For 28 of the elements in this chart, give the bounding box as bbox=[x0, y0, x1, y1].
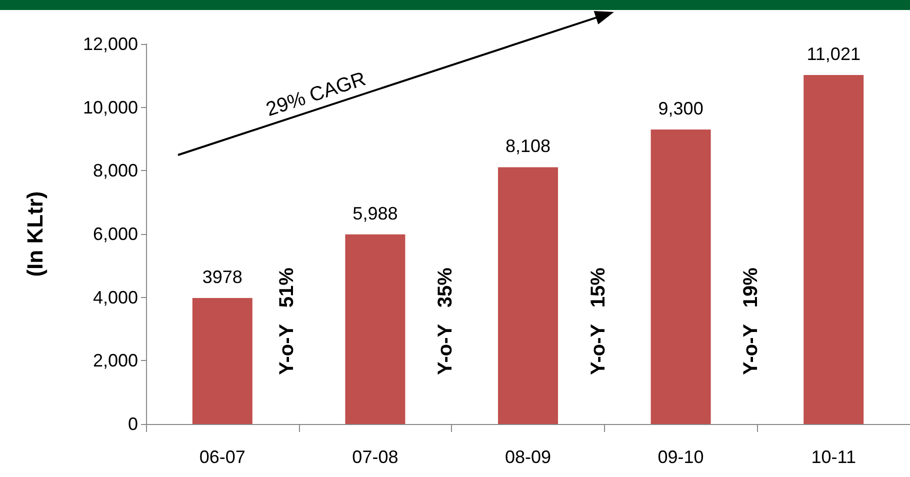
annotation: Y-o-Y 51% bbox=[276, 267, 298, 375]
data-label: 8,108 bbox=[505, 136, 551, 156]
x-tick-label: 07-08 bbox=[352, 447, 398, 467]
x-tick-label: 09-10 bbox=[658, 447, 704, 467]
annotation: Y-o-Y 15% bbox=[587, 267, 610, 375]
y-tick-label: 8,000 bbox=[92, 160, 138, 181]
annotation: 29% CAGR bbox=[264, 68, 369, 121]
y-tick-label: 4,000 bbox=[92, 287, 138, 308]
bar bbox=[192, 298, 252, 424]
bar bbox=[345, 234, 406, 424]
data-label: 9,300 bbox=[658, 98, 704, 118]
data-label: 11,021 bbox=[806, 44, 860, 64]
data-label: 3978 bbox=[202, 267, 242, 288]
x-tick-label: 06-07 bbox=[199, 447, 246, 467]
y-tick-label: 0 bbox=[128, 414, 138, 434]
annotation: Y-o-Y 35% bbox=[434, 267, 457, 375]
data-label: 5,988 bbox=[352, 203, 398, 224]
bar bbox=[650, 130, 711, 424]
x-tick-label: 08-09 bbox=[504, 447, 552, 467]
y-tick-label: 2,000 bbox=[92, 350, 138, 371]
y-tick-label: 12,000 bbox=[82, 34, 138, 54]
x-tick-label: 10-11 bbox=[811, 447, 856, 467]
y-tick-label: 6,000 bbox=[92, 224, 138, 244]
annotation: Y-o-Y 19% bbox=[740, 267, 762, 375]
bar bbox=[804, 75, 864, 424]
y-tick-label: 10,000 bbox=[82, 97, 138, 118]
bar bbox=[498, 167, 558, 424]
y-axis-title: (In KLtr) bbox=[22, 191, 48, 277]
